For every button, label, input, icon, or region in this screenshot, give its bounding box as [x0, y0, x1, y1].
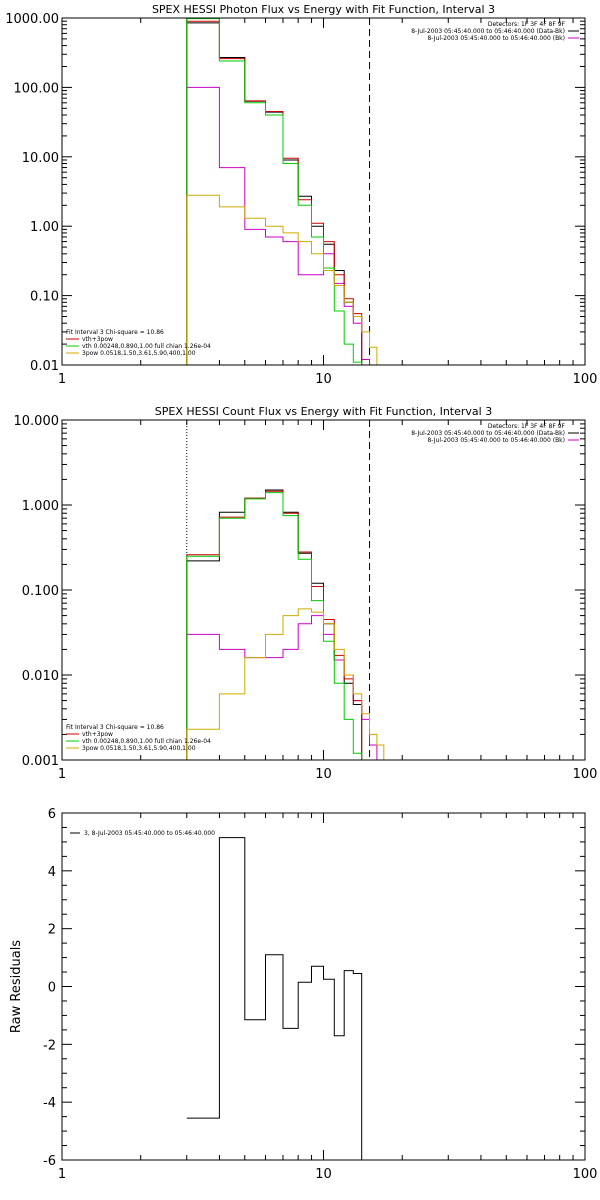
- series-vth: [186, 492, 363, 760]
- y-tick-label: 0.01: [30, 359, 59, 374]
- plot-area: [186, 420, 391, 760]
- series-vth-3pow: [186, 490, 363, 760]
- y-tick-label: 1000.00: [5, 12, 59, 27]
- x-tick-label: 1: [58, 767, 66, 782]
- y-axis-label: Raw Residuals: [9, 940, 24, 1033]
- legend-bottom-entry: 3pow 0.0518,1.50,3.61,5.90,400,1.00: [82, 350, 196, 357]
- panel-1: SPEX HESSI Photon Flux vs Energy with Fi…: [5, 3, 597, 387]
- x-tick-label: 1: [58, 372, 66, 387]
- x-tick-label: 10: [315, 372, 332, 387]
- legend-bottom-entry: vth 0.00248,0.890,1.00 full chian 1.26e-…: [82, 738, 211, 745]
- x-tick-label: 10: [315, 767, 332, 782]
- x-tick-label: 100: [573, 372, 598, 387]
- x-tick-label: 100: [573, 1167, 598, 1182]
- series-data-bk: [186, 22, 363, 365]
- legend-top-entry: Detectors: 1F 3F 4F 8F 9F: [488, 423, 566, 430]
- x-tick-label: 100: [573, 767, 598, 782]
- y-tick-label: 6: [48, 807, 56, 822]
- y-tick-label: -4: [43, 1096, 56, 1111]
- legend-bottom-entry: vth 0.00248,0.890,1.00 full chian 1.26e-…: [82, 343, 211, 350]
- panel-2: SPEX HESSI Count Flux vs Energy with Fit…: [14, 405, 598, 782]
- panel-3: 1 10 100 -6 -4 -2 0 2 4 6 Raw Residuals 3, 8-Jul-20…: [9, 807, 597, 1182]
- y-tick-label: 0: [48, 981, 56, 996]
- plot-area: [186, 837, 363, 1160]
- legend-bottom-entry: 3pow 0.0518,1.50,3.61,5.90,400,1.00: [82, 745, 196, 752]
- legend-entry: 3, 8-Jul-2003 05:45:40.000 to 05:46:40.0…: [84, 830, 215, 837]
- series-vth: [186, 18, 363, 365]
- x-tick-label: 1: [58, 1167, 66, 1182]
- legend-top-entry: Detectors: 1F 3F 4F 8F 9F: [488, 21, 566, 28]
- series-data-bk: [186, 489, 363, 760]
- y-tick-label: -6: [43, 1154, 56, 1169]
- series-3pow: [186, 608, 391, 760]
- series-bk: [186, 615, 378, 760]
- y-tick-label: 0.010: [22, 669, 59, 684]
- y-tick-label: 100.00: [14, 81, 60, 96]
- series-vth-3pow: [186, 20, 363, 365]
- y-tick-label: 10.00: [22, 151, 59, 166]
- y-tick-label: 4: [48, 865, 56, 880]
- legend-top-entry: 8-Jul-2003 05:45:40.000 to 05:46:40.000 …: [411, 430, 565, 437]
- plot-frame: [61, 419, 586, 761]
- legend-bottom-entry: Fit Interval 3 Chi-square = 10.86: [66, 329, 164, 336]
- y-tick-label: -2: [43, 1038, 56, 1053]
- series-3pow: [186, 194, 384, 365]
- y-tick-label: 10.000: [14, 414, 60, 429]
- legend-top-entry: 8-Jul-2003 05:45:40.000 to 05:46:40.000 …: [427, 437, 565, 444]
- y-tick-label: 1.000: [22, 499, 59, 514]
- legend-bottom-entry: vth+3pow: [82, 336, 113, 343]
- y-tick-label: 0.10: [30, 290, 59, 305]
- y-tick-label: 1.00: [30, 220, 59, 235]
- plot-area: [186, 18, 384, 365]
- chart-title: SPEX HESSI Count Flux vs Energy with Fit…: [155, 405, 492, 418]
- legend-bottom-entry: Fit Interval 3 Chi-square = 10.86: [66, 724, 164, 731]
- plot-frame: [61, 17, 586, 366]
- x-tick-label: 10: [315, 1167, 332, 1182]
- legend-top-entry: 8-Jul-2003 05:45:40.000 to 05:46:40.000 …: [411, 28, 565, 35]
- y-tick-label: 0.001: [22, 754, 59, 769]
- series-bk: [186, 86, 370, 365]
- plot-frame: [61, 812, 586, 1161]
- legend-top-entry: 8-Jul-2003 05:45:40.000 to 05:46:40.000 …: [427, 35, 565, 42]
- legend-bottom-entry: vth+3pow: [82, 731, 113, 738]
- y-tick-label: 2: [48, 923, 56, 938]
- series-residual: [186, 837, 363, 1160]
- y-tick-label: 0.100: [22, 584, 59, 599]
- chart-title: SPEX HESSI Photon Flux vs Energy with Fi…: [152, 3, 495, 16]
